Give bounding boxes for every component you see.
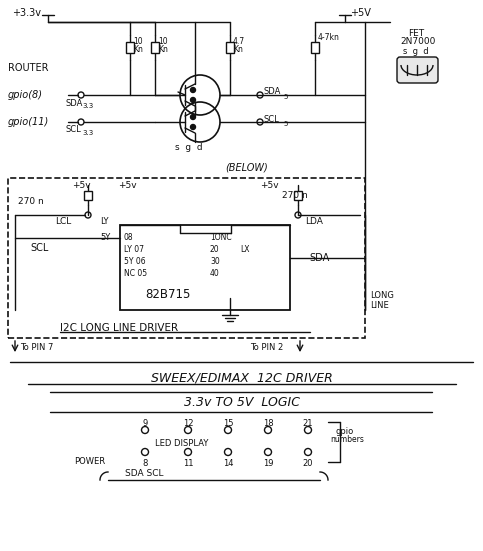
Text: LY 07: LY 07 — [124, 245, 144, 253]
Circle shape — [190, 88, 196, 93]
Bar — [8, 178, 365, 338]
Text: LED DISPLAY: LED DISPLAY — [155, 440, 208, 449]
Text: Kn: Kn — [133, 46, 143, 55]
Text: 10: 10 — [133, 37, 142, 46]
Text: POWER: POWER — [74, 457, 106, 467]
Bar — [226, 42, 234, 53]
Text: SWEEX/EDIMAX  12C DRIVER: SWEEX/EDIMAX 12C DRIVER — [151, 371, 333, 385]
Text: To PIN 7: To PIN 7 — [20, 343, 54, 353]
Text: 40: 40 — [210, 268, 220, 278]
Text: SCL: SCL — [66, 126, 82, 134]
Text: +5v: +5v — [260, 181, 279, 190]
Text: 08: 08 — [124, 233, 134, 241]
Text: I2C LONG LINE DRIVER: I2C LONG LINE DRIVER — [60, 323, 178, 333]
Text: 4.7: 4.7 — [233, 37, 245, 46]
Text: 12: 12 — [183, 419, 193, 428]
Text: (BELOW): (BELOW) — [225, 163, 268, 173]
Text: FET: FET — [408, 29, 424, 37]
Text: 11: 11 — [183, 458, 193, 467]
Text: 5: 5 — [283, 94, 287, 100]
Text: NC 05: NC 05 — [124, 268, 147, 278]
Text: LX: LX — [240, 245, 250, 253]
Circle shape — [190, 125, 196, 129]
Text: SDA SCL: SDA SCL — [125, 468, 164, 478]
Text: LDA: LDA — [305, 218, 323, 226]
Text: 270 n: 270 n — [18, 197, 44, 207]
Text: 9: 9 — [142, 419, 148, 428]
Text: 4-7kn: 4-7kn — [318, 34, 340, 42]
Text: 270 n: 270 n — [282, 191, 308, 199]
Text: gpio: gpio — [335, 428, 353, 436]
Text: 5Y 06: 5Y 06 — [124, 257, 146, 266]
Bar — [120, 225, 290, 310]
Text: 21: 21 — [303, 419, 313, 428]
Text: s  g  d: s g d — [175, 143, 203, 153]
Bar — [84, 191, 92, 199]
Text: +5v: +5v — [118, 181, 137, 190]
Text: LCL: LCL — [55, 218, 71, 226]
Text: SCL: SCL — [30, 243, 48, 253]
Text: +5v: +5v — [72, 181, 91, 190]
Text: 15: 15 — [223, 419, 233, 428]
Text: SDA: SDA — [66, 99, 84, 107]
Text: 5: 5 — [283, 121, 287, 127]
Text: 8: 8 — [142, 458, 148, 467]
Bar — [151, 42, 159, 53]
Circle shape — [190, 115, 196, 120]
Bar — [126, 42, 134, 53]
Text: 18: 18 — [263, 419, 273, 428]
Text: Kn: Kn — [233, 46, 243, 55]
Text: 1ONC: 1ONC — [210, 233, 232, 241]
Text: +3.3v: +3.3v — [12, 8, 41, 18]
Text: 5Y: 5Y — [100, 234, 110, 242]
Text: +5V: +5V — [350, 8, 371, 18]
Text: SCL: SCL — [263, 115, 279, 123]
Text: 10: 10 — [158, 37, 168, 46]
Text: 19: 19 — [263, 458, 273, 467]
Text: s  g  d: s g d — [403, 47, 428, 57]
Text: Kn: Kn — [158, 46, 168, 55]
Text: LY: LY — [100, 218, 109, 226]
Text: 82B715: 82B715 — [145, 289, 190, 301]
Text: 30: 30 — [210, 257, 220, 266]
Text: 14: 14 — [223, 458, 233, 467]
Text: LONG: LONG — [370, 290, 394, 300]
Text: 3.3v TO 5V  LOGIC: 3.3v TO 5V LOGIC — [184, 397, 300, 409]
FancyBboxPatch shape — [397, 57, 438, 83]
Text: numbers: numbers — [330, 435, 364, 445]
Text: gpio(8): gpio(8) — [8, 90, 43, 100]
Text: 20: 20 — [303, 458, 313, 467]
Bar — [311, 42, 319, 53]
Text: ROUTER: ROUTER — [8, 63, 48, 73]
Text: 2N7000: 2N7000 — [400, 37, 435, 46]
Text: gpio(11): gpio(11) — [8, 117, 49, 127]
Text: SDA: SDA — [263, 88, 280, 96]
Text: 3.3: 3.3 — [82, 130, 93, 136]
Text: 20: 20 — [210, 245, 220, 253]
Text: To PIN 2: To PIN 2 — [250, 343, 283, 353]
Text: SDA: SDA — [310, 253, 330, 263]
Bar — [294, 191, 302, 199]
Text: LINE: LINE — [370, 300, 389, 310]
Text: 3.3: 3.3 — [82, 103, 93, 109]
Circle shape — [190, 98, 196, 102]
